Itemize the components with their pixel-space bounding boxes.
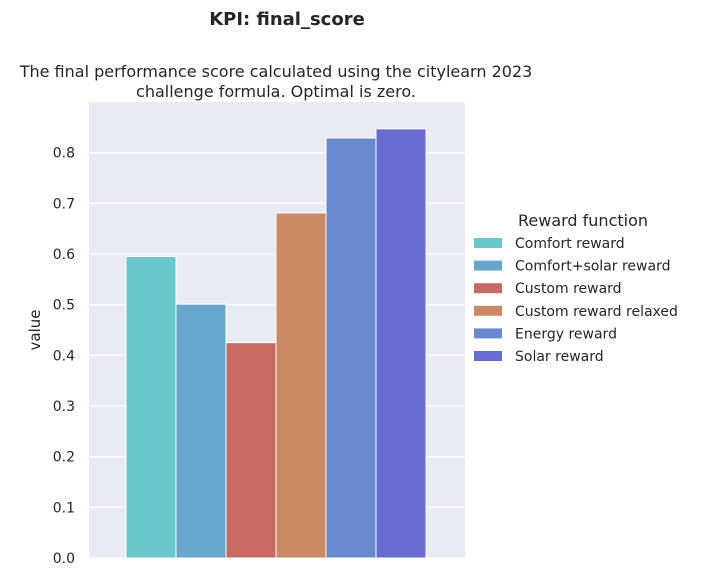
- legend-label: Custom reward relaxed: [515, 304, 678, 320]
- legend: Reward function Comfort reward Comfort+so…: [474, 211, 678, 365]
- bar-custom-reward-relaxed: [275, 212, 327, 559]
- bar-energy-reward: [325, 137, 377, 559]
- y-axis-label: value: [26, 310, 44, 351]
- bars-group: [125, 128, 427, 559]
- y-tick-label: 0.7: [53, 196, 75, 212]
- chart-subtitle-line-1: The final performance score calculated u…: [19, 62, 533, 81]
- legend-swatch: [474, 260, 502, 271]
- y-tick-label: 0.5: [53, 298, 75, 314]
- legend-label: Solar reward: [515, 349, 604, 365]
- legend-label: Comfort+solar reward: [515, 259, 670, 275]
- legend-swatch: [474, 305, 502, 316]
- legend-title: Reward function: [518, 211, 648, 230]
- bar-solar-reward: [375, 128, 427, 559]
- bar-comfort-solar-reward: [175, 303, 227, 559]
- y-tick-label: 0.4: [53, 348, 75, 364]
- y-axis-ticks: 0.0 0.1 0.2 0.3 0.4 0.5 0.6 0.7 0.8: [53, 146, 75, 567]
- bar-comfort-reward: [125, 256, 177, 559]
- legend-label: Comfort reward: [515, 236, 625, 252]
- legend-label: Energy reward: [515, 326, 617, 342]
- legend-swatch: [474, 283, 502, 294]
- legend-swatch: [474, 328, 502, 339]
- y-tick-label: 0.8: [53, 146, 75, 162]
- y-tick-label: 0.0: [53, 551, 75, 567]
- chart-subtitle-line-2: challenge formula. Optimal is zero.: [136, 82, 416, 101]
- legend-label: Custom reward: [515, 281, 622, 297]
- y-tick-label: 0.2: [53, 450, 75, 466]
- y-tick-label: 0.1: [53, 500, 75, 516]
- y-tick-label: 0.6: [53, 247, 75, 263]
- y-tick-label: 0.3: [53, 399, 75, 415]
- chart-title: KPI: final_score: [209, 9, 365, 30]
- bar-custom-reward: [225, 342, 277, 559]
- legend-swatch: [474, 351, 502, 361]
- legend-swatch: [474, 238, 502, 248]
